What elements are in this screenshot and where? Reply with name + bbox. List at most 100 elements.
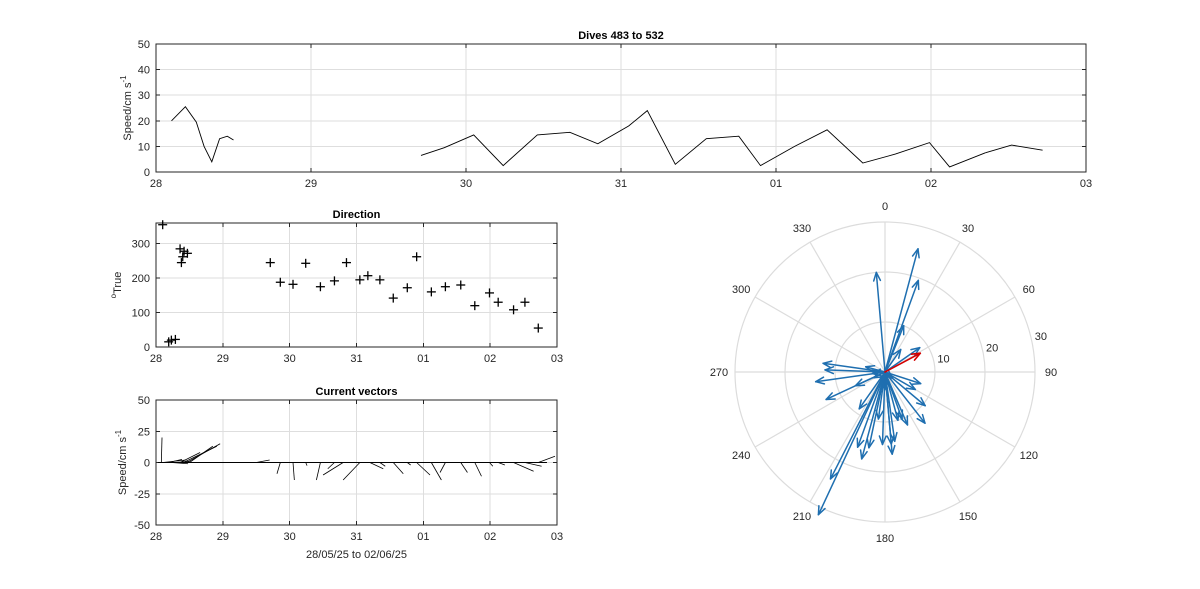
vec-ytick-label: -25 <box>134 489 150 501</box>
polar-angle-label: 60 <box>1023 284 1035 296</box>
polar-angle-label: 30 <box>962 223 974 235</box>
polar-radius-label: 20 <box>986 342 998 354</box>
direction-chart-title: Direction <box>333 209 381 221</box>
current-arrow <box>884 348 902 373</box>
polar-spoke <box>754 296 886 373</box>
current-arrow <box>884 371 909 426</box>
direction-chart-ylabel-superscript: o <box>109 293 118 298</box>
current-arrow <box>884 324 905 373</box>
current-vector-stick <box>276 462 281 474</box>
current-arrow <box>829 371 886 480</box>
current-vector-stick <box>416 462 431 476</box>
polar-spoke <box>809 241 886 373</box>
current-vector-stick <box>171 462 189 465</box>
current-arrow <box>884 346 921 373</box>
speed-chart-ylabel-superscript: -1 <box>119 75 128 83</box>
polar-spoke <box>809 371 886 503</box>
speed-series-line <box>171 106 234 163</box>
direction-marker <box>329 276 339 286</box>
polar-angle-label: 270 <box>710 367 728 379</box>
polar-spoke <box>754 371 886 448</box>
direction-marker <box>484 288 494 298</box>
current-arrow <box>884 371 922 385</box>
direction-marker <box>301 258 311 268</box>
polar-angle-label: 120 <box>1020 450 1038 462</box>
speed-series-line <box>985 144 1043 154</box>
speed-chart-grid <box>156 44 1086 172</box>
direction-marker <box>182 248 192 258</box>
current-arrow <box>856 371 886 448</box>
compass-polar-chart: 0 30 60 90 120 150 180 210 240 270 300 330 10 20 30 <box>710 201 1057 545</box>
current-arrow <box>871 368 886 377</box>
direction-marker <box>402 283 412 293</box>
direction-marker <box>178 252 188 262</box>
direction-marker <box>388 293 398 303</box>
speed-chart-lines <box>171 106 1043 168</box>
dir-ytick-label: 300 <box>132 239 150 251</box>
current-vector-stick <box>179 452 201 463</box>
dir-xtick-label: 29 <box>217 353 229 365</box>
direction-marker <box>315 282 325 292</box>
vec-xtick-label: 28 <box>150 531 162 543</box>
polar-angle-label: 90 <box>1045 367 1057 379</box>
direction-marker <box>456 280 466 290</box>
vectors-chart-ylabel-superscript: -1 <box>114 429 123 437</box>
current-vector-stick <box>322 462 344 476</box>
polar-labels: 0 30 60 90 120 150 180 210 240 270 300 330 10 20 30 <box>710 201 1057 545</box>
current-arrow <box>859 371 886 460</box>
dir-xtick-label: 30 <box>284 353 296 365</box>
speed-chart-title: Dives 483 to 532 <box>578 30 664 42</box>
polar-radius-label: 30 <box>1035 331 1047 343</box>
vectors-chart-ylabel-main: Speed/cm s <box>117 437 129 496</box>
direction-marker <box>375 275 385 285</box>
speed-ytick-label: 50 <box>138 39 150 51</box>
direction-marker <box>170 334 180 344</box>
direction-marker <box>175 244 185 254</box>
direction-marker <box>440 282 450 292</box>
current-vector-stick <box>256 459 270 463</box>
vec-xtick-label: 02 <box>484 531 496 543</box>
current-vector-stick <box>292 462 295 481</box>
dir-xtick-label: 28 <box>150 353 162 365</box>
direction-chart-ylabel: oTrue <box>109 272 124 299</box>
direction-scatter-chart: 28 29 30 31 01 02 03 0 100 200 300 Direction oTrue <box>109 209 563 365</box>
speed-chart-ylabel-main: Speed/cm s <box>122 82 134 141</box>
current-vectors-chart: 28 29 30 31 01 02 03 -50 -25 0 25 50 Current vector… <box>114 386 563 561</box>
current-arrow <box>872 271 886 373</box>
speed-xtick-label: 29 <box>305 178 317 190</box>
direction-marker <box>176 258 186 268</box>
direction-marker <box>470 301 480 311</box>
current-vector-stick <box>513 462 534 472</box>
vectors-chart-xlabel: 28/05/25 to 02/06/25 <box>306 549 407 561</box>
vectors-chart-sticks <box>158 437 556 481</box>
current-arrow <box>884 248 920 373</box>
current-arrow <box>858 371 886 410</box>
vec-xtick-label: 29 <box>217 531 229 543</box>
dir-xtick-label: 31 <box>350 353 362 365</box>
dir-ytick-label: 100 <box>132 308 150 320</box>
polar-spoke <box>884 241 961 373</box>
polar-angle-label: 210 <box>793 511 811 523</box>
direction-marker <box>509 305 519 315</box>
direction-marker <box>166 335 176 345</box>
polar-spoke <box>884 296 1016 373</box>
current-vector-stick <box>474 462 482 477</box>
current-vector-stick <box>168 458 183 463</box>
speed-xtick-label: 28 <box>150 178 162 190</box>
direction-marker <box>355 275 365 285</box>
speed-chart-ticks: 28 29 30 31 01 02 03 0 10 20 30 40 50 <box>138 39 1092 190</box>
vec-xtick-label: 30 <box>284 531 296 543</box>
vec-ytick-label: 0 <box>144 458 150 470</box>
direction-marker <box>265 258 275 268</box>
current-vector-stick <box>305 462 308 466</box>
current-vector-stick <box>316 462 321 481</box>
vec-ytick-label: -50 <box>134 520 150 532</box>
current-vector-stick <box>369 462 384 470</box>
direction-marker <box>533 323 543 333</box>
speed-ytick-label: 0 <box>144 167 150 179</box>
current-vector-stick <box>379 462 386 467</box>
vectors-chart-ylabel: Speed/cm s-1 <box>114 429 129 495</box>
speed-ytick-label: 10 <box>138 141 150 153</box>
current-vector-stick <box>160 437 163 463</box>
direction-marker <box>288 279 298 289</box>
